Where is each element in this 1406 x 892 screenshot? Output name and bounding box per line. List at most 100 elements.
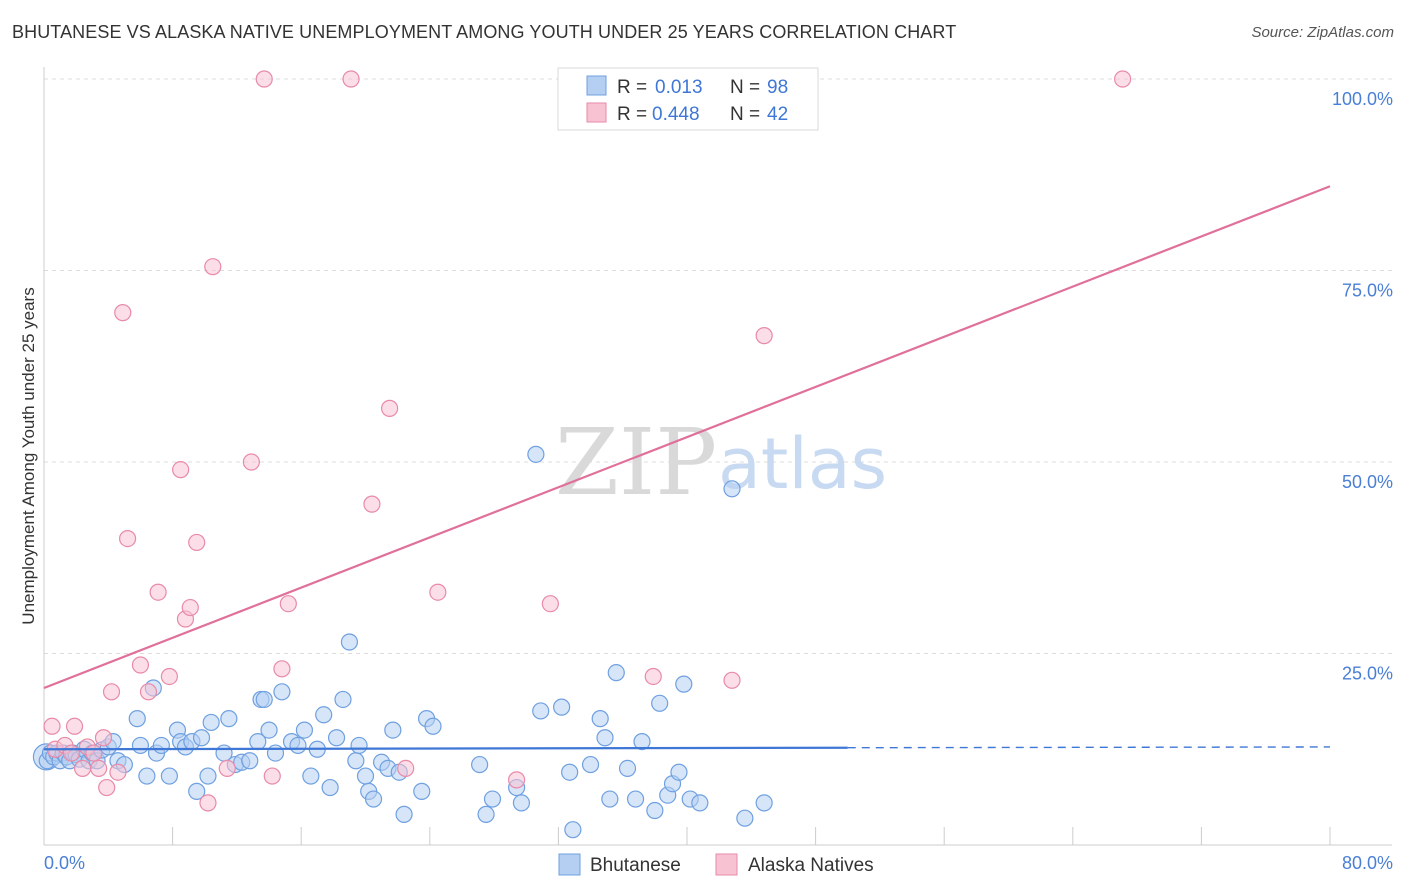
alaska-natives-point-39 [723,671,741,689]
bhutanese-point-58 [356,767,375,785]
watermark: ZIP atlas [555,409,887,516]
alaska-natives-point-27 [255,70,273,88]
bhutanese-point-56 [347,752,365,770]
alaska-natives-trend-line [43,185,1331,689]
bhutanese-point-97 [755,794,773,812]
bhutanese-point-87 [646,801,664,820]
bhutanese-point-96 [736,809,754,827]
y-tick-label-0: 25.0% [1342,664,1393,684]
alaska-natives-point-3 [62,744,80,762]
bhutanese-point-81 [596,729,614,747]
bhutanese-trend-line [43,746,848,751]
bhutanese-point-20 [128,710,146,728]
legend-swatch-bhutanese [558,853,581,876]
bhutanese-point-42 [255,690,273,709]
y-tick-label-1: 50.0% [1342,472,1393,492]
bhutanese-point-21 [131,736,150,755]
alaska-natives-point-34 [397,759,415,778]
bhutanese-point-22 [138,767,156,785]
bhutanese-point-86 [633,732,651,751]
bhutanese-point-60 [364,790,383,808]
x-tick-max: 80.0% [1342,853,1393,873]
bhutanese-point-66 [413,782,431,800]
bhutanese-trend-extension [847,746,1331,749]
bhutanese-point-73 [512,794,531,812]
bhutanese-point-65 [395,805,413,823]
source-label: Source: ZipAtlas.com [1251,24,1394,41]
bhutanese-point-44 [266,744,285,762]
alaska-natives-point-10 [98,778,116,797]
bhutanese-point-95 [723,480,741,498]
alaska-natives-point-31 [342,70,360,88]
bhutanese-point-45 [273,683,291,701]
bhutanese-point-26 [160,767,178,785]
bhutanese-point-77 [561,763,579,781]
bhutanese-point-53 [327,729,346,747]
alaska-natives-point-0 [43,717,61,735]
grid-lines [44,78,1392,654]
alaska-natives-point-7 [85,744,103,762]
legend-swatch-alaska-natives [715,853,738,876]
stats-r-label-1: R = [617,104,647,125]
bhutanese-point-69 [471,755,489,774]
watermark-zip: ZIP [555,409,717,516]
bhutanese-point-82 [601,790,619,808]
y-tick-label-3: 100.0% [1332,89,1393,109]
bhutanese-point-76 [553,698,571,716]
bhutanese-point-49 [302,767,320,785]
stats-swatch-bhutanese [586,75,607,96]
chart-title: BHUTANESE VS ALASKA NATIVE UNEMPLOYMENT … [12,22,957,42]
y-tick-labels: 25.0% 50.0% 75.0% 100.0% [1332,89,1393,684]
y-tick-label-2: 75.0% [1342,281,1393,301]
alaska-natives-point-32 [363,495,381,513]
alaska-natives-point-19 [172,461,190,479]
alaska-natives-point-37 [541,595,559,613]
bhutanese-point-36 [220,710,238,728]
bhutanese-points [32,445,773,839]
alaska-natives-point-9 [94,729,113,747]
bhutanese-point-25 [152,736,170,755]
stats-r-label-0: R = [617,77,647,98]
alaska-natives-point-17 [149,583,167,601]
bhutanese-point-33 [199,767,217,785]
alaska-natives-point-8 [90,759,108,778]
bhutanese-point-70 [477,805,495,823]
alaska-natives-point-26 [242,453,260,471]
bhutanese-point-85 [626,790,645,808]
bhutanese-point-79 [581,755,600,774]
bhutanese-point-75 [532,702,550,720]
alaska-natives-point-22 [188,533,206,552]
y-axis-title: Unemployment Among Youth under 25 years [19,287,38,624]
bhutanese-point-43 [260,721,278,739]
bhutanese-point-94 [691,794,709,812]
bhutanese-point-88 [651,694,669,712]
alaska-natives-point-14 [118,529,137,548]
stats-n-label-1: N = [730,104,760,125]
stats-r-value-1: 0.448 [652,104,700,125]
bhutanese-point-52 [321,778,339,797]
alaska-natives-point-33 [381,399,399,417]
bhutanese-point-34 [202,713,220,732]
stats-r-value-0: 0.013 [655,77,703,98]
bhutanese-point-80 [591,710,609,728]
x-tick-min: 0.0% [44,853,85,873]
alaska-natives-point-28 [263,767,281,785]
watermark-atlas: atlas [718,423,887,505]
alaska-natives-point-23 [199,794,217,812]
bhutanese-point-54 [334,690,352,709]
bhutanese-point-84 [618,759,637,778]
alaska-natives-point-41 [1114,70,1132,88]
alaska-natives-point-13 [114,304,132,322]
stats-n-value-1: 42 [767,104,788,125]
bhutanese-point-55 [340,633,359,651]
alaska-natives-point-24 [204,258,222,276]
legend-label-alaska-natives: Alaska Natives [748,855,874,876]
bhutanese-point-71 [483,790,502,808]
alaska-natives-point-40 [755,327,773,345]
bhutanese-point-32 [192,729,211,747]
bhutanese-point-31 [188,782,206,800]
bhutanese-point-74 [527,445,545,463]
alaska-natives-point-4 [65,717,84,735]
alaska-natives-point-38 [644,667,662,686]
bhutanese-point-39 [241,752,259,770]
